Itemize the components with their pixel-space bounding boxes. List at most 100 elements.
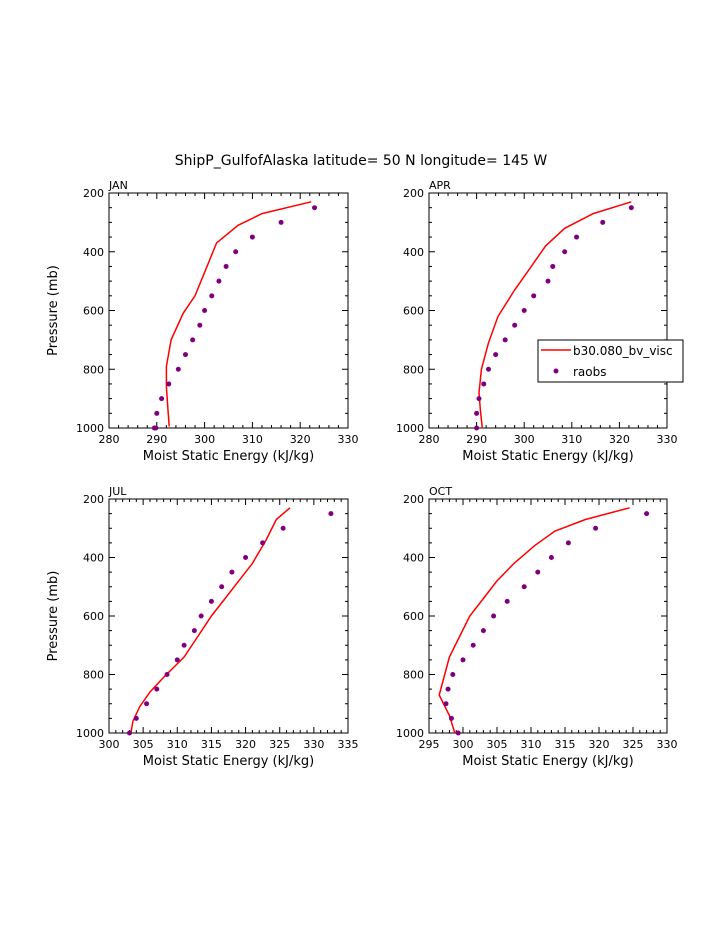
x-tick-label: 330 <box>303 738 324 751</box>
obs-point <box>154 686 160 692</box>
obs-point <box>512 322 518 328</box>
obs-point <box>175 366 181 372</box>
x-tick-label: 315 <box>201 738 222 751</box>
panels: JAN 280 290 300 310 320 330 200 400 600 800 1000 Moi… <box>46 179 678 769</box>
obs-point <box>166 381 172 387</box>
x-tick-label: 310 <box>521 738 542 751</box>
obs-point <box>154 410 160 416</box>
y-tick-label: 400 <box>83 246 104 259</box>
legend-box <box>537 339 684 383</box>
x-tick-label: 310 <box>167 738 188 751</box>
obs-point <box>474 425 480 431</box>
obs-point <box>260 540 266 546</box>
y-tick-label: 200 <box>403 187 424 200</box>
plot-frame <box>108 192 349 429</box>
panel-label: JAN <box>108 179 128 192</box>
x-tick-label: 290 <box>146 433 167 446</box>
y-tick-label: 600 <box>403 305 424 318</box>
x-tick-label: 330 <box>338 433 359 446</box>
x-tick-label: 305 <box>487 738 508 751</box>
x-tick-label: 325 <box>623 738 644 751</box>
obs-point <box>243 555 249 560</box>
obs-point <box>450 672 456 677</box>
obs-point <box>644 511 650 517</box>
obs-point <box>481 381 487 387</box>
x-tick-label: 320 <box>589 738 610 751</box>
obs-point <box>208 598 214 604</box>
y-tick-label: 600 <box>83 305 104 318</box>
obs-point <box>280 525 286 531</box>
obs-point <box>197 322 203 328</box>
obs-point <box>628 205 634 211</box>
obs-point <box>493 352 499 358</box>
legend-model-label: b30.080_bv_visc <box>573 344 673 358</box>
model-line <box>478 201 632 429</box>
obs-point <box>562 249 568 255</box>
y-tick-label: 800 <box>403 363 424 376</box>
obs-point <box>223 263 229 269</box>
panel-apr: APR 280 290 300 310 320 330 200 400 600 800 1000 Moi… <box>396 179 678 464</box>
panel-label: OCT <box>429 485 452 498</box>
obs-point <box>198 613 204 619</box>
obs-point <box>545 278 551 284</box>
x-tick-label: 325 <box>269 738 290 751</box>
obs-point <box>455 730 461 736</box>
legend: b30.080_bv_visc raobs <box>537 339 684 383</box>
obs-point <box>480 628 486 634</box>
x-tick-label: 290 <box>466 433 487 446</box>
obs-point <box>181 642 187 648</box>
obs-point <box>153 425 159 431</box>
obs-point <box>548 555 554 560</box>
obs-point <box>486 366 491 372</box>
x-tick-label: 320 <box>235 738 256 751</box>
obs-point <box>182 352 188 358</box>
obs-point <box>521 584 527 590</box>
y-tick-label: 600 <box>83 610 104 623</box>
obs-point <box>593 525 599 531</box>
obs-point <box>535 569 541 575</box>
panel-jan: JAN 280 290 300 310 320 330 200 400 600 800 1000 Moi… <box>46 179 359 464</box>
obs-point <box>448 715 454 721</box>
obs-point <box>531 293 537 299</box>
model-line <box>130 507 291 734</box>
legend-obs-label: raobs <box>573 365 607 379</box>
obs-point <box>491 613 497 619</box>
y-tick-label: 200 <box>83 493 104 506</box>
x-tick-label: 295 <box>419 738 440 751</box>
obs-point <box>328 511 334 517</box>
model-line <box>438 507 630 734</box>
obs-point <box>600 219 606 225</box>
plot-frame <box>428 498 668 734</box>
x-tick-label: 300 <box>514 433 535 446</box>
obs-point <box>574 234 580 240</box>
obs-point <box>174 657 180 663</box>
obs-point <box>202 308 208 313</box>
y-tick-label: 800 <box>83 363 104 376</box>
x-tick-label: 335 <box>338 738 359 751</box>
x-axis-label: Moist Static Energy (kJ/kg) <box>462 449 633 464</box>
y-tick-label: 1000 <box>396 422 424 435</box>
y-tick-label: 1000 <box>76 422 104 435</box>
x-tick-label: 330 <box>657 433 678 446</box>
obs-point <box>445 686 451 692</box>
x-tick-label: 310 <box>242 433 263 446</box>
x-tick-label: 310 <box>561 433 582 446</box>
obs-point <box>144 701 150 707</box>
obs-point <box>219 584 225 590</box>
obs-point <box>565 540 571 546</box>
obs-point <box>159 396 165 402</box>
x-tick-label: 305 <box>133 738 154 751</box>
panel-label: APR <box>429 179 451 192</box>
obs-point <box>249 234 255 240</box>
x-axis-label: Moist Static Energy (kJ/kg) <box>143 754 314 769</box>
panel-oct: OCT 295 300 305 310 315 320 325 330 200 400 600 800 1… <box>396 485 678 769</box>
obs-point <box>229 569 235 575</box>
obs-point <box>233 249 239 255</box>
y-tick-label: 200 <box>83 187 104 200</box>
y-axis-label: Pressure (mb) <box>46 265 61 356</box>
obs-point <box>460 657 466 663</box>
obs-point <box>443 701 449 707</box>
obs-point <box>191 628 197 634</box>
obs-point <box>216 278 222 284</box>
